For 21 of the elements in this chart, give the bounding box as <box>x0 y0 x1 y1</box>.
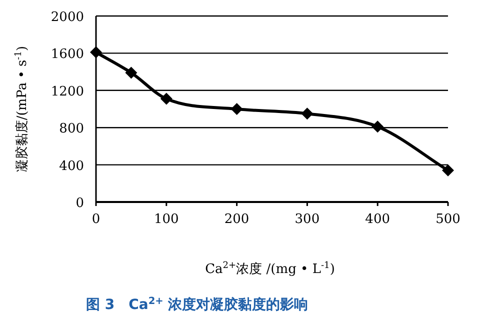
point <box>372 120 384 133</box>
y-tick-label: 0 <box>76 196 84 211</box>
y-tick-label: 1200 <box>50 84 84 100</box>
y-tick-label: 1600 <box>50 47 84 62</box>
x-tick-label: 200 <box>224 212 250 227</box>
point <box>301 108 314 120</box>
x-tick-label: 300 <box>294 212 320 227</box>
x-tick-label: 0 <box>92 212 100 227</box>
x-tick-label: 100 <box>154 212 179 227</box>
point <box>125 66 138 79</box>
y-tick-label: 2000 <box>50 10 84 25</box>
point <box>442 164 454 176</box>
point <box>230 103 243 115</box>
x-tick-label: 400 <box>365 212 390 227</box>
text: 图 3 Ca$^{2+}$ 浓度对凝胶黏度的影响 <box>86 296 308 313</box>
point <box>160 92 172 105</box>
x-axis-title: Ca$^{2+}$浓度 /(mg • L$^{-1}$) <box>205 261 335 277</box>
y-tick-label: 400 <box>59 158 84 174</box>
x-tick-label: 500 <box>436 212 460 227</box>
y-tick-label: 800 <box>59 122 84 137</box>
point <box>90 46 102 58</box>
